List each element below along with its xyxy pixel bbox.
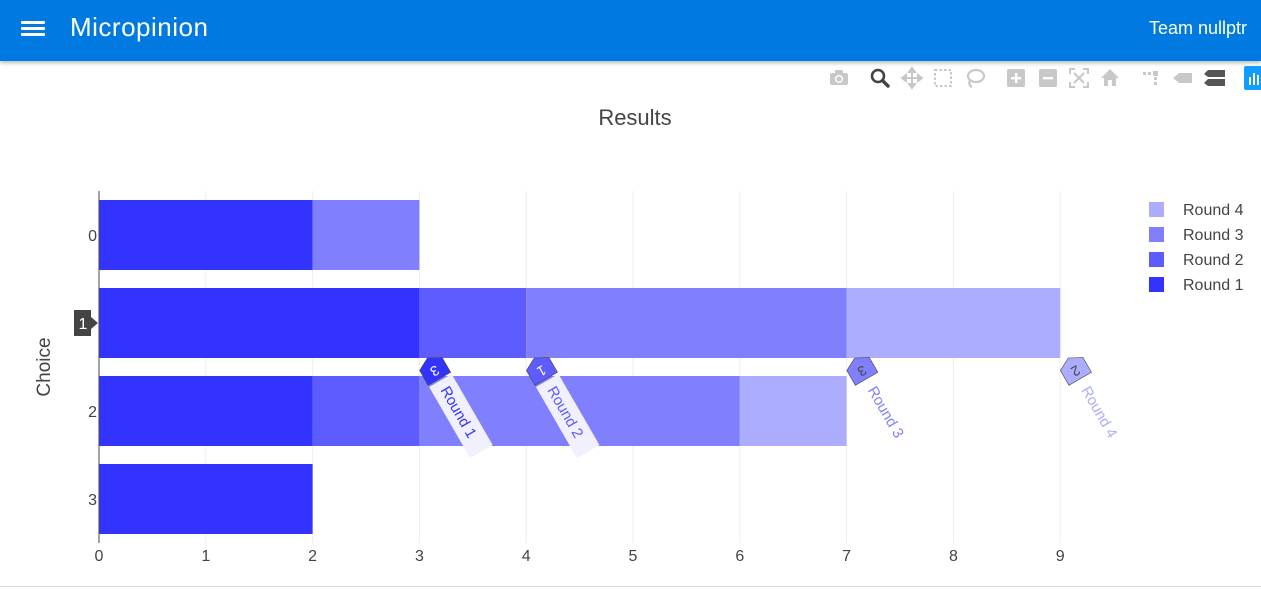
y-tick-label: 0 — [88, 228, 97, 245]
bar — [419, 288, 527, 358]
legend-swatch — [1149, 227, 1164, 242]
bar — [526, 288, 847, 358]
legend-item[interactable]: Round 4 — [1149, 202, 1244, 219]
legend-label: Round 1 — [1183, 277, 1244, 294]
bar — [99, 200, 313, 270]
bottom-divider — [0, 586, 1261, 587]
hover-label: 1 — [74, 310, 98, 336]
x-tick-label: 3 — [415, 548, 424, 565]
team-name[interactable]: Team nullptr — [1148, 18, 1247, 38]
zoom-out-icon[interactable] — [1036, 66, 1060, 90]
bar — [846, 288, 1061, 358]
app-title: Micropinion — [70, 12, 209, 42]
legend-item[interactable]: Round 2 — [1149, 252, 1244, 269]
legend-swatch — [1149, 277, 1164, 292]
annotation-tag — [846, 357, 879, 386]
legend-swatch — [1149, 252, 1164, 267]
x-tick-label: 2 — [308, 548, 317, 565]
legend-item[interactable]: Round 3 — [1149, 227, 1244, 244]
bar — [312, 376, 420, 446]
bar — [99, 376, 313, 446]
hover-label-text: 1 — [79, 316, 88, 333]
legend: Round 4 Round 3 Round 2 Round 1 — [1149, 202, 1244, 294]
annotation-label: Round 4 — [1077, 383, 1120, 441]
x-tick-label: 9 — [1056, 548, 1065, 565]
x-tick-label: 5 — [629, 548, 638, 565]
bar — [99, 464, 313, 534]
zoom-in-icon[interactable] — [1004, 66, 1028, 90]
x-tick-label: 4 — [522, 548, 531, 565]
legend-label: Round 3 — [1183, 227, 1244, 244]
legend-item[interactable]: Round 1 — [1149, 277, 1244, 294]
hover-label-box — [74, 310, 98, 336]
legend-label: Round 2 — [1183, 252, 1244, 269]
x-tick-label: 1 — [201, 548, 210, 565]
annotation-label: Round 3 — [864, 383, 907, 441]
annotation-tag — [1060, 357, 1092, 386]
hover-compare-icon[interactable] — [1203, 66, 1227, 90]
bar — [739, 376, 847, 446]
y-tick-label: 3 — [88, 492, 97, 509]
annotation-label-bg — [535, 374, 600, 459]
reset-axes-icon[interactable] — [1098, 66, 1122, 90]
axes: 0 1 2 3 4 5 6 7 8 9 0 2 3 — [88, 191, 1065, 565]
y-axis-title: Choice — [34, 337, 55, 396]
autoscale-icon[interactable] — [1067, 66, 1091, 90]
x-tick-label: 6 — [735, 548, 744, 565]
bars — [99, 200, 1061, 534]
pan-icon[interactable] — [900, 66, 924, 90]
plotly-logo-icon[interactable] — [1244, 66, 1261, 90]
x-tick-label: 0 — [95, 548, 104, 565]
annotation-tag — [526, 357, 558, 386]
bar — [312, 200, 420, 270]
menu-icon[interactable] — [14, 14, 52, 44]
hover-closest-icon[interactable] — [1171, 66, 1195, 90]
camera-icon[interactable] — [827, 66, 851, 90]
x-tick-label: 7 — [842, 548, 851, 565]
annotation-label-bg — [429, 374, 493, 459]
bar — [99, 288, 420, 358]
annotation-tag — [419, 357, 452, 386]
x-tick-label: 8 — [949, 548, 958, 565]
legend-label: Round 4 — [1183, 202, 1244, 219]
lasso-select-icon[interactable] — [963, 66, 987, 90]
box-select-icon[interactable] — [931, 66, 955, 90]
chart-title: Results — [598, 105, 671, 130]
app-bar: Micropinion Team nullptr — [0, 0, 1261, 61]
zoom-icon[interactable] — [868, 66, 892, 90]
spike-lines-icon[interactable] — [1139, 66, 1163, 90]
legend-swatch — [1149, 202, 1164, 217]
y-tick-label: 2 — [88, 404, 97, 421]
